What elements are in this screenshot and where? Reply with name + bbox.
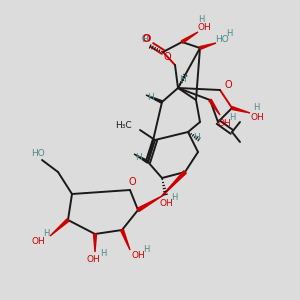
Polygon shape — [121, 230, 130, 250]
Polygon shape — [94, 234, 97, 252]
Text: H: H — [43, 230, 49, 238]
Text: H: H — [229, 113, 235, 122]
Text: H: H — [143, 244, 149, 253]
Text: H: H — [180, 76, 186, 85]
Text: H: H — [253, 103, 259, 112]
Text: OH: OH — [86, 256, 100, 265]
Polygon shape — [200, 43, 216, 49]
Text: H: H — [226, 29, 232, 38]
Polygon shape — [162, 171, 186, 196]
Text: OH: OH — [197, 22, 211, 32]
Text: H: H — [135, 152, 141, 161]
Text: HO: HO — [215, 35, 229, 44]
Polygon shape — [232, 107, 250, 113]
Text: H: H — [198, 16, 204, 25]
Polygon shape — [137, 196, 162, 212]
Polygon shape — [209, 99, 220, 115]
Polygon shape — [146, 95, 163, 103]
Text: OH: OH — [131, 251, 145, 260]
Text: OH: OH — [31, 238, 45, 247]
Polygon shape — [181, 32, 198, 43]
Polygon shape — [134, 154, 148, 163]
Text: H: H — [147, 92, 153, 101]
Text: HO: HO — [31, 148, 45, 158]
Text: O: O — [163, 52, 171, 62]
Text: H: H — [171, 193, 177, 202]
Text: H: H — [142, 35, 148, 44]
Text: O: O — [141, 34, 151, 44]
Text: OH: OH — [250, 112, 264, 122]
Text: O: O — [128, 177, 136, 187]
Text: OH: OH — [217, 118, 231, 127]
Text: H: H — [100, 250, 106, 259]
Text: OH: OH — [159, 199, 173, 208]
Text: H₃C: H₃C — [116, 121, 132, 130]
Text: H: H — [193, 133, 200, 142]
Text: O: O — [224, 80, 232, 90]
Polygon shape — [50, 219, 69, 236]
